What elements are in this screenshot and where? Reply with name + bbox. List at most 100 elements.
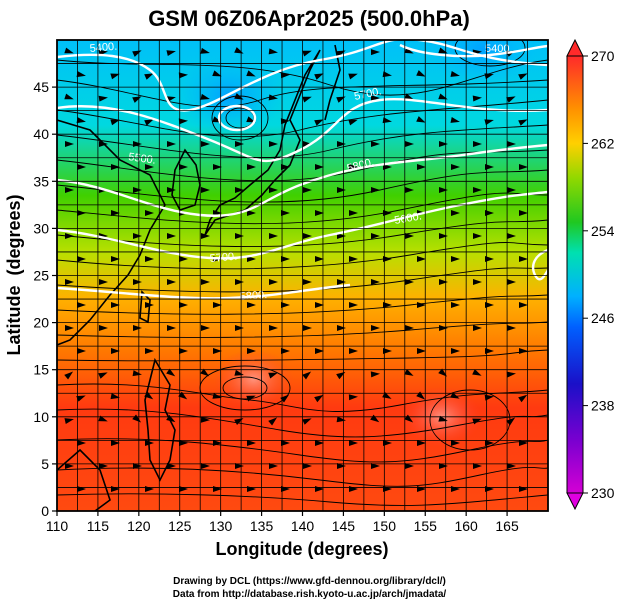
x-tick-label: 130 [209, 518, 233, 534]
wind-arrow [473, 233, 482, 239]
wind-arrow [110, 393, 120, 400]
wind-arrow [451, 348, 460, 354]
wind-arrow [506, 417, 516, 426]
wind-arrow [450, 71, 460, 77]
credit-data: Data from http://database.rish.kyoto-u.a… [172, 589, 447, 600]
wind-arrow [382, 117, 392, 124]
wind-arrow [348, 119, 358, 126]
wind-arrow [201, 233, 210, 239]
x-tick-label: 135 [250, 518, 274, 534]
wind-arrow [371, 187, 380, 193]
wind-arrow [179, 256, 188, 262]
wind-arrow [132, 96, 142, 103]
wind-arrow [64, 371, 74, 380]
wind-arrow [485, 302, 494, 308]
streamline [57, 192, 548, 225]
wind-arrow [77, 210, 86, 216]
wind-arrow [167, 325, 176, 331]
x-tick-label: 140 [291, 518, 315, 534]
wind-arrow [337, 187, 346, 193]
wind-arrow [65, 187, 74, 193]
wind-arrow [439, 187, 448, 193]
colorbar-tick-label: 254 [591, 223, 615, 239]
wind-arrow [485, 440, 494, 446]
contour-label: 5700. [353, 85, 382, 102]
wind-arrow [133, 325, 142, 331]
wind-arrow [439, 233, 448, 239]
y-tick-label: 30 [33, 220, 49, 236]
wind-arrow [65, 141, 74, 147]
wind-arrow [472, 418, 482, 425]
wind-arrow [417, 302, 426, 308]
wind-arrow [382, 71, 392, 78]
x-tick-label: 155 [414, 518, 438, 534]
wind-arrow [246, 395, 256, 402]
streamline [57, 466, 548, 487]
wind-arrow [450, 392, 460, 399]
wind-arrow [64, 93, 74, 100]
coastline-borneo [57, 448, 111, 511]
wind-arrow [247, 164, 256, 170]
contour-line [399, 43, 548, 58]
wind-arrow [337, 141, 346, 147]
wind-arrow [144, 119, 154, 126]
wind-arrow [111, 164, 120, 170]
cold-low-A [173, 56, 284, 137]
wind-arrow [473, 279, 482, 285]
wind-arrow [303, 187, 312, 193]
wind-arrow [383, 348, 392, 354]
wind-arrow [111, 210, 120, 216]
wind-arrow [269, 463, 278, 469]
wind-arrow [110, 73, 120, 80]
wind-arrow [201, 187, 210, 193]
coastline-korea [171, 148, 201, 211]
wind-arrow [76, 117, 86, 124]
chart-title: GSM 06Z06Apr2025 (500.0hPa) [148, 6, 470, 31]
y-tick-label: 20 [33, 315, 49, 331]
wind-arrow [404, 93, 414, 100]
contour-label: 5500. [128, 151, 157, 167]
wind-arrow [65, 325, 74, 331]
streamline [57, 242, 548, 270]
wind-arrow [371, 279, 380, 285]
colorbar-bottom-cap [566, 492, 584, 511]
wind-arrow [405, 187, 414, 193]
y-tick-label: 5 [41, 456, 49, 472]
wind-arrow [451, 256, 460, 262]
x-tick-label: 165 [495, 518, 519, 534]
wind-arrow [268, 94, 278, 101]
wind-arrow [303, 141, 312, 147]
coastline [57, 44, 341, 511]
wind-arrow [111, 348, 120, 354]
colorbar-ticks: 270 262 254 246 238 230 [583, 48, 615, 501]
wind-arrow [167, 463, 176, 469]
colorbar-tick-label: 230 [591, 485, 615, 501]
contour-line [531, 248, 548, 281]
wind-arrow [200, 416, 210, 423]
y-tick-label: 25 [33, 268, 49, 284]
warm-core-A [213, 349, 294, 410]
wind-arrow [348, 73, 358, 80]
wind-arrow [145, 210, 154, 216]
wind-arrow [439, 325, 448, 331]
wind-arrow [64, 47, 74, 54]
wind-arrow [451, 302, 460, 308]
wind-arrow [485, 210, 494, 216]
wind-arrow [111, 302, 120, 308]
wind-arrow [473, 463, 482, 469]
wind-arrow [77, 256, 86, 262]
wind-arrow [383, 440, 392, 446]
wind-arrow [405, 279, 414, 285]
wind-arrow [235, 325, 244, 331]
wind-arrow [405, 325, 414, 331]
x-tick-label: 145 [332, 518, 356, 534]
contour-labels: 5400.5700.5800.5700.5800.5400.5600.5500. [89, 41, 512, 303]
wind-arrow [247, 302, 256, 308]
wind-arrow [370, 95, 380, 102]
wind-arrow [518, 119, 528, 126]
wind-arrow [201, 141, 210, 147]
wind-arrow [178, 72, 188, 79]
wind-arrow [280, 394, 290, 403]
wind-arrow [179, 164, 188, 170]
wind-arrow [519, 302, 528, 308]
